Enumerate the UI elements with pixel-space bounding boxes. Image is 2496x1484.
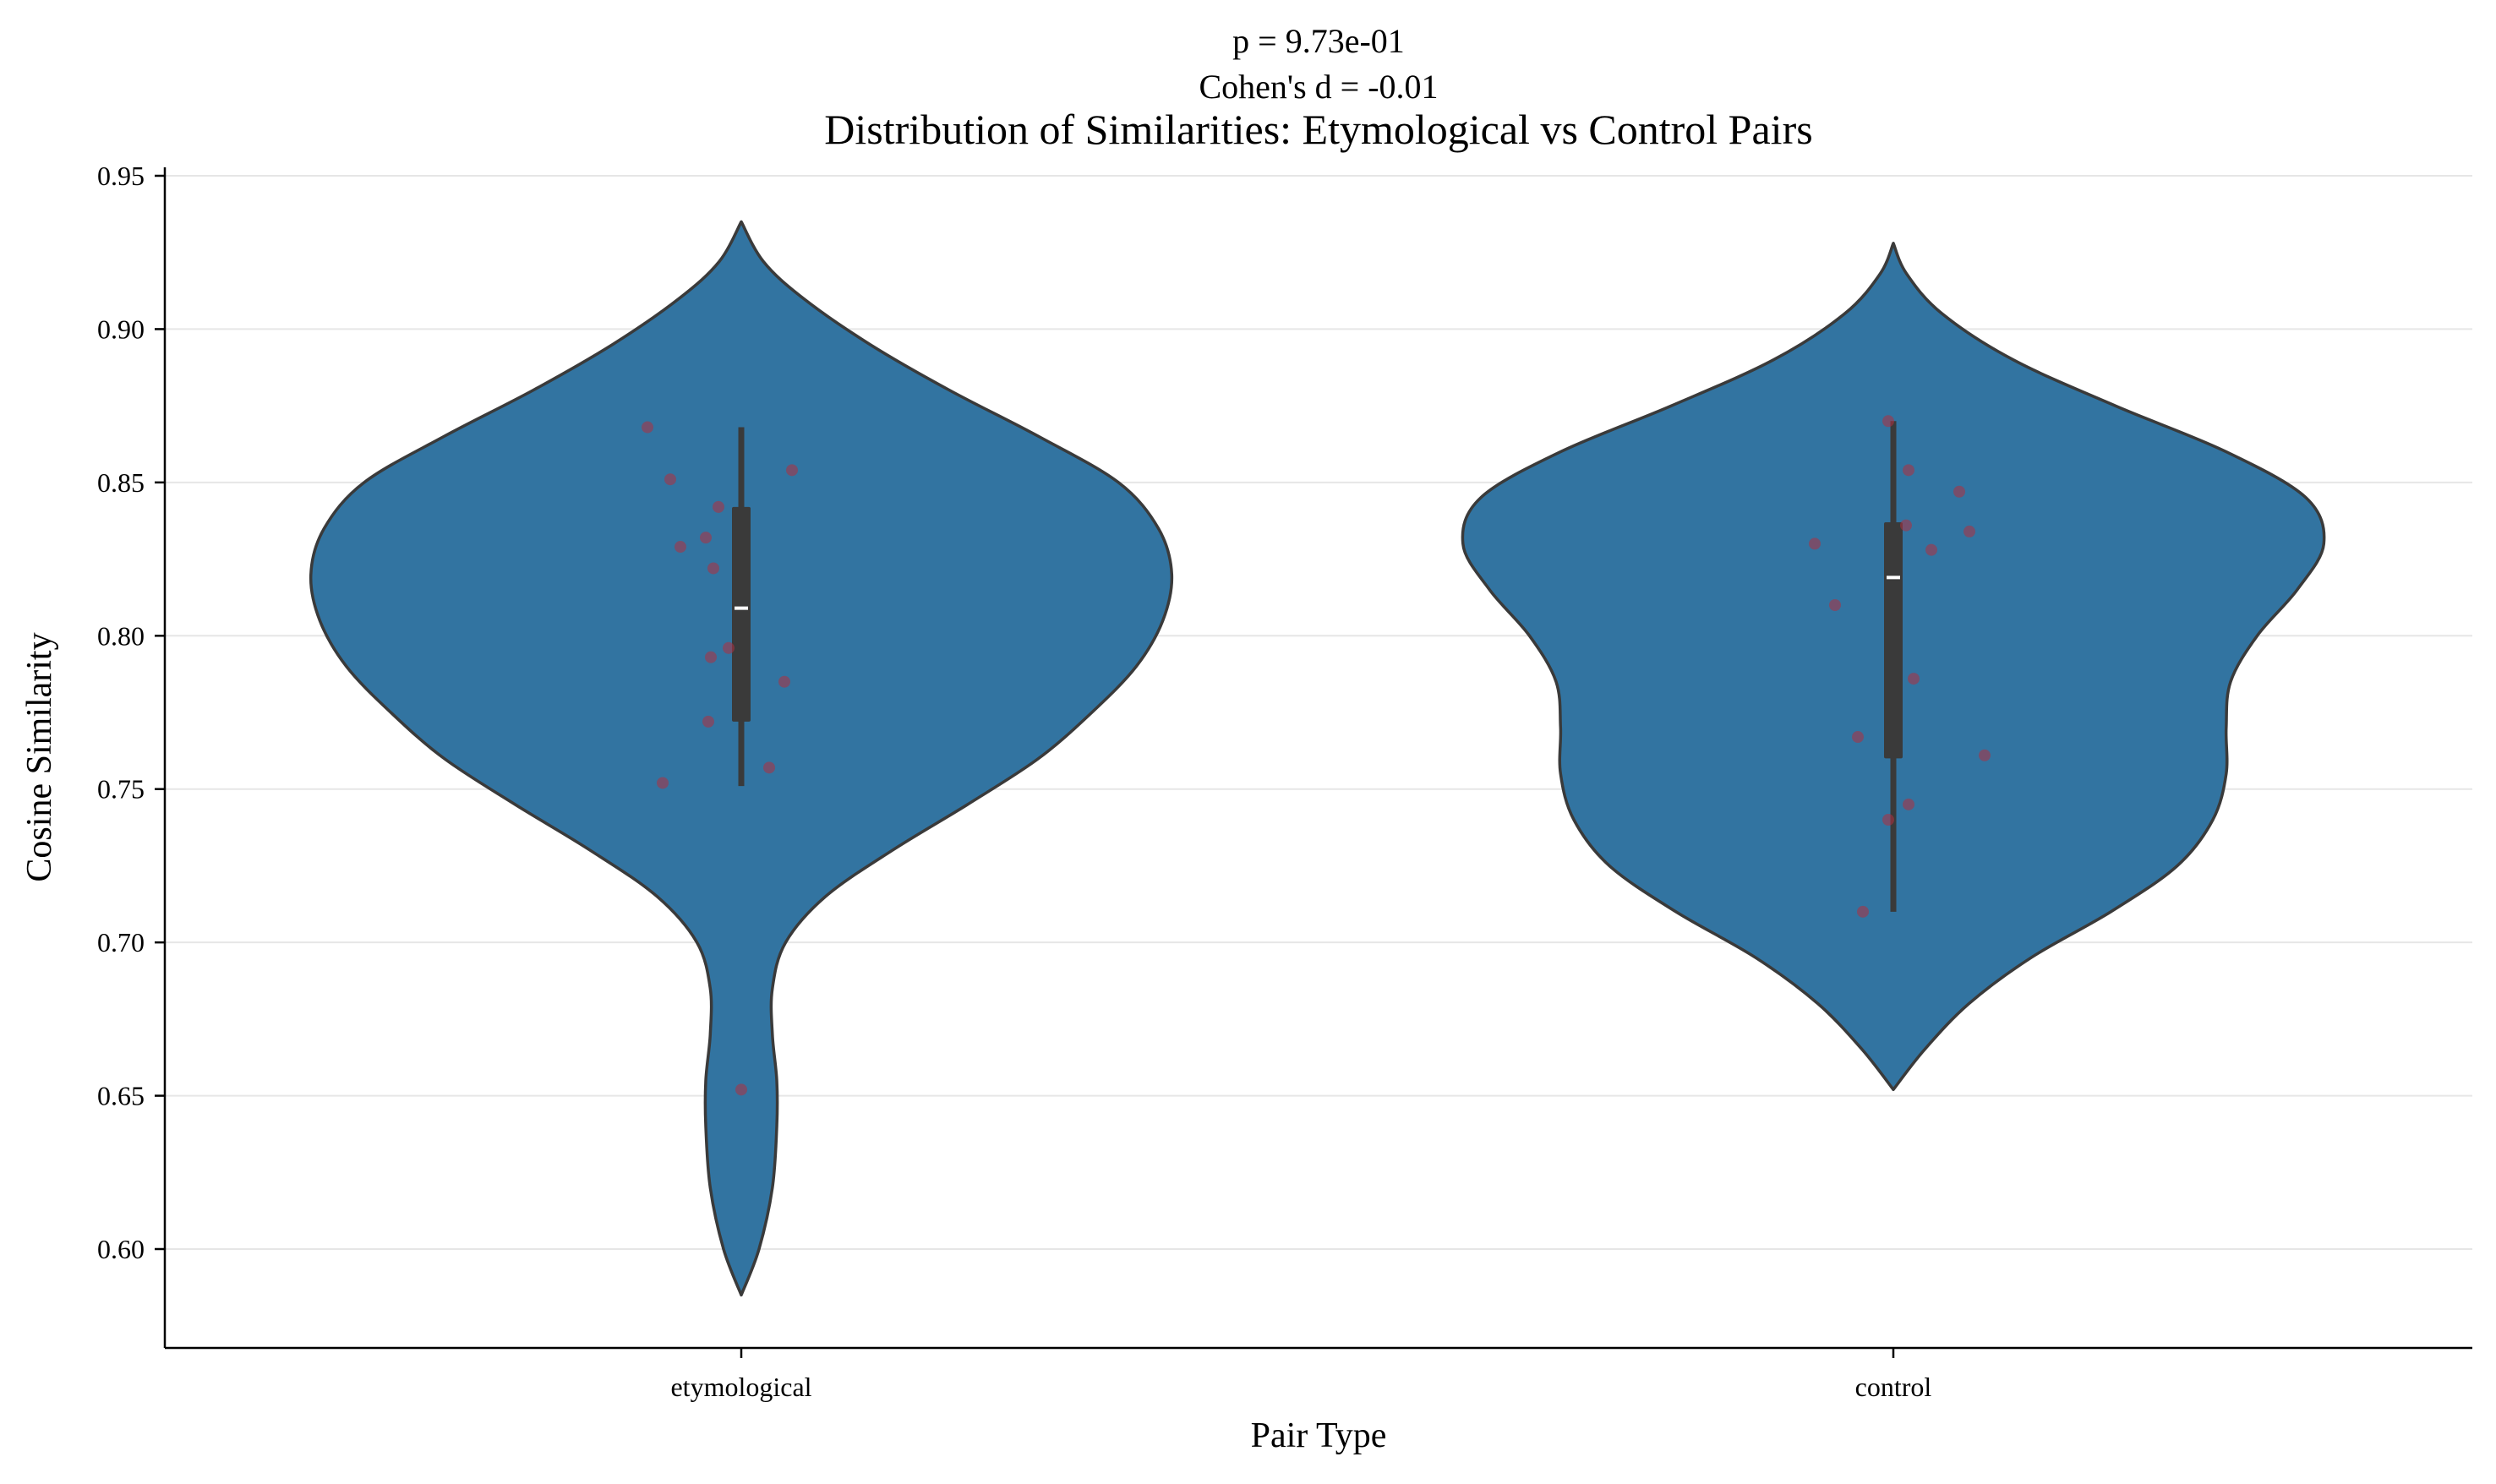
data-point: [1979, 749, 1991, 761]
data-point: [702, 715, 714, 728]
data-point: [1953, 485, 1965, 498]
data-point: [713, 500, 724, 513]
chart-subtitle-cohens-d: Cohen's d = -0.01: [1199, 68, 1438, 106]
axes: [163, 167, 2472, 1350]
data-point: [1963, 525, 1975, 537]
violin-group-etymological: [309, 220, 1174, 1297]
y-tick-label: 0.70: [97, 927, 145, 958]
data-point: [786, 464, 798, 477]
chart-subtitle-p-value: p = 9.73e-01: [1232, 22, 1405, 60]
data-point: [1908, 673, 1920, 685]
data-point: [723, 641, 735, 654]
data-point: [707, 562, 719, 575]
data-point: [1903, 464, 1914, 477]
y-tick-label: 0.85: [97, 467, 145, 498]
data-point: [664, 473, 676, 486]
data-point: [1857, 905, 1869, 918]
data-point: [1809, 537, 1821, 550]
data-point: [1852, 731, 1864, 744]
y-tick-label: 0.95: [97, 161, 145, 191]
x-ticks: etymological control: [670, 1348, 1931, 1402]
x-tick-label-etymological: etymological: [670, 1372, 811, 1402]
data-point: [1925, 543, 1937, 556]
data-point: [1882, 415, 1894, 428]
y-tick-label: 0.60: [97, 1234, 145, 1264]
data-point: [675, 541, 686, 554]
y-tick-label: 0.65: [97, 1081, 145, 1111]
violins: [309, 220, 2326, 1297]
data-point: [1903, 798, 1914, 810]
x-axis-label: Pair Type: [1251, 1416, 1387, 1455]
iqr-box-control: [1884, 522, 1903, 759]
iqr-box-etymological: [732, 506, 751, 722]
data-point: [657, 777, 669, 789]
y-tick-label: 0.75: [97, 774, 145, 805]
data-point: [1900, 519, 1912, 532]
data-point: [1882, 814, 1894, 826]
violin-group-control: [1461, 242, 2326, 1092]
data-point: [642, 421, 653, 434]
x-tick-label-control: control: [1855, 1372, 1932, 1402]
y-axis-label: Cosine Similarity: [20, 632, 59, 881]
data-point: [705, 651, 717, 663]
data-point: [763, 761, 775, 774]
data-point: [735, 1083, 747, 1096]
data-point: [778, 675, 790, 688]
chart-title: Distribution of Similarities: Etymologic…: [824, 106, 1812, 153]
y-ticks: 0.60 0.65 0.70 0.75 0.80 0.85 0.90 0.95: [97, 161, 165, 1264]
data-point: [1829, 599, 1841, 611]
y-tick-label: 0.80: [97, 620, 145, 651]
y-tick-label: 0.90: [97, 314, 145, 344]
data-point: [700, 532, 712, 544]
